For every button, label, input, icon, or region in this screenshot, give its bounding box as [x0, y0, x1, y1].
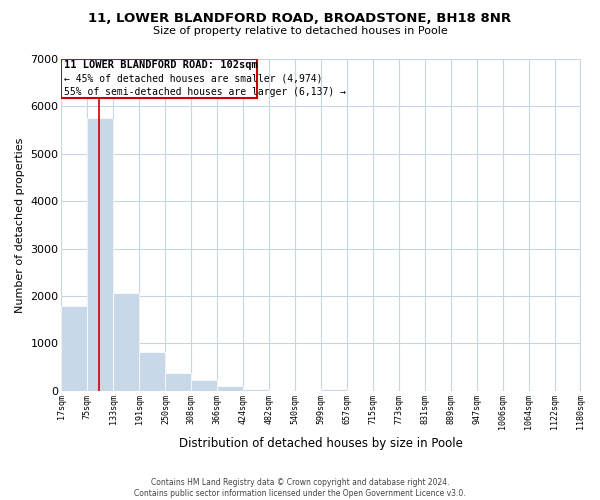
Text: 11, LOWER BLANDFORD ROAD, BROADSTONE, BH18 8NR: 11, LOWER BLANDFORD ROAD, BROADSTONE, BH… — [88, 12, 512, 26]
Bar — [191, 380, 217, 391]
Bar — [61, 306, 88, 391]
Bar — [139, 352, 166, 391]
Bar — [113, 293, 139, 391]
Bar — [217, 386, 243, 391]
Text: Contains HM Land Registry data © Crown copyright and database right 2024.
Contai: Contains HM Land Registry data © Crown c… — [134, 478, 466, 498]
Text: ← 45% of detached houses are smaller (4,974): ← 45% of detached houses are smaller (4,… — [64, 74, 322, 84]
Bar — [88, 118, 113, 391]
Bar — [166, 374, 191, 391]
Y-axis label: Number of detached properties: Number of detached properties — [15, 138, 25, 312]
X-axis label: Distribution of detached houses by size in Poole: Distribution of detached houses by size … — [179, 437, 463, 450]
Bar — [321, 388, 347, 391]
Text: 11 LOWER BLANDFORD ROAD: 102sqm: 11 LOWER BLANDFORD ROAD: 102sqm — [64, 60, 257, 70]
Text: 55% of semi-detached houses are larger (6,137) →: 55% of semi-detached houses are larger (… — [64, 86, 346, 97]
Bar — [243, 388, 269, 391]
Bar — [61, 59, 257, 98]
Text: Size of property relative to detached houses in Poole: Size of property relative to detached ho… — [152, 26, 448, 36]
